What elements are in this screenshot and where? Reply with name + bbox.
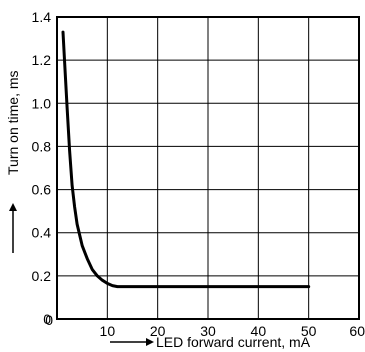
x-axis-title: LED forward current, mA (156, 334, 311, 350)
y-axis-arrowhead (9, 203, 17, 211)
y-tick-label: 1.2 (32, 52, 52, 68)
x-tick-label: 50 (301, 323, 317, 339)
y-tick-labels: 0 0.2 0.4 0.6 0.8 1.0 1.2 1.4 (32, 9, 52, 327)
plot-frame (56, 16, 360, 320)
y-axis-title: Turn on time, ms (5, 70, 21, 175)
x-tick-label: 40 (251, 323, 267, 339)
y-axis-title-group: Turn on time, ms (5, 70, 21, 253)
y-tick-label: 1.0 (32, 95, 52, 111)
y-tick-label: 0 (43, 311, 51, 327)
grid (57, 17, 359, 319)
x-tick-label: 60 (349, 323, 365, 339)
series-line (61, 30, 311, 289)
x-tick-label: 30 (200, 323, 216, 339)
x-tick-label: 10 (100, 323, 116, 339)
y-tick-label: 0.6 (32, 182, 52, 198)
x-tick-label: 20 (150, 323, 166, 339)
y-tick-label: 0.2 (32, 268, 52, 284)
y-tick-label: 1.4 (32, 9, 52, 25)
x-axis-title-group: LED forward current, mA (110, 334, 311, 350)
x-tick-label: 0 (45, 312, 53, 328)
y-tick-label: 0.4 (32, 225, 52, 241)
x-axis-arrowhead (146, 338, 154, 346)
y-tick-label: 0.8 (32, 138, 52, 154)
x-tick-labels: 0 10 20 30 40 50 60 (45, 312, 365, 339)
